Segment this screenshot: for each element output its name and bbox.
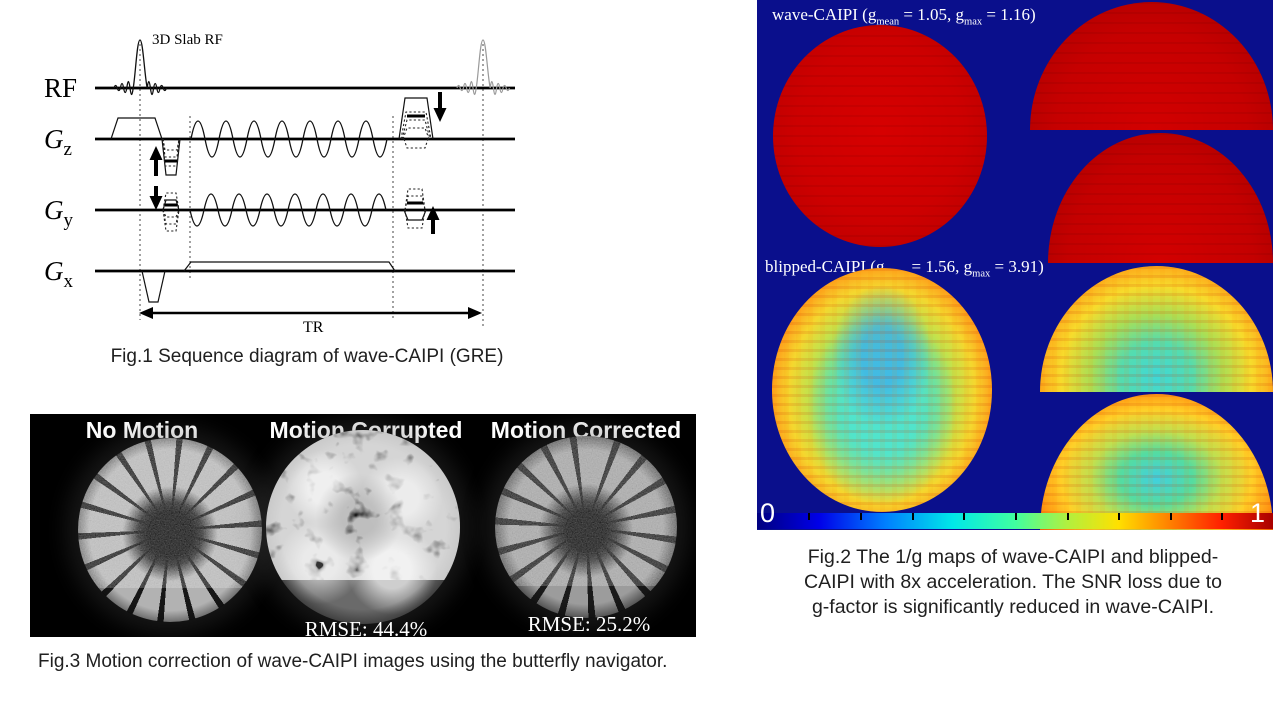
- wave-caipi-sagittal-gmap-1: [1030, 2, 1273, 130]
- gz-slab-select-and-rephaser: [110, 117, 181, 176]
- colorbar-min-label: 0: [760, 498, 776, 528]
- axis-label-gy: Gy: [44, 195, 74, 231]
- colorbar-tick: [1170, 513, 1172, 520]
- fig2-caption: Fig.2 The 1/g maps of wave-CAIPI and bli…: [765, 545, 1261, 620]
- colorbar-tick: [1015, 513, 1017, 520]
- gy-start-navigator: [162, 192, 180, 232]
- wave-caipi-sagittal-gmap-2: [1048, 133, 1273, 263]
- gz-wave-gradient: [190, 120, 388, 158]
- axis-baselines: [95, 86, 515, 273]
- gy-down-arrow: [149, 186, 163, 210]
- motion-corrupted-brain-image: [266, 430, 460, 624]
- sequence-diagram: RF Gz Gy Gx 3D Slab RF: [44, 32, 515, 336]
- rmse-corrected-value: RMSE: 25.2%: [527, 612, 651, 636]
- colorbar-tick: [963, 513, 965, 520]
- gy-end-navigator: [403, 188, 427, 229]
- axis-label-gx: Gx: [44, 256, 74, 292]
- wave-caipi-axial-gmap: [773, 25, 987, 247]
- colorbar-tick: [1118, 513, 1120, 520]
- gmap-panel: wave-CAIPI (gmean = 1.05, gmax = 1.16) b…: [757, 0, 1273, 530]
- fig2-caption-line2: CAIPI with 8x acceleration. The SNR loss…: [803, 571, 1222, 593]
- blipped-caipi-sagittal-gmap-2: [1040, 394, 1273, 530]
- motion-corrected-brain-image: [495, 436, 677, 618]
- blipped-caipi-sagittal-gmap-1: [1040, 266, 1273, 392]
- motion-correction-panel: No Motion Motion Corrupted Motion Correc…: [30, 414, 696, 637]
- tr-label: TR: [303, 319, 324, 336]
- colorbar-tick: [1067, 513, 1069, 520]
- fig1-caption: Fig.1 Sequence diagram of wave-CAIPI (GR…: [110, 346, 504, 367]
- blipped-caipi-axial-gmap: [772, 268, 992, 512]
- rf-sinc-pulse: [113, 39, 168, 96]
- gy-wave-gradient: [189, 193, 387, 227]
- noise-texture: [266, 430, 460, 580]
- gz-end-navigator: [398, 97, 434, 149]
- colorbar-tick: [808, 513, 810, 520]
- axis-label-gz: Gz: [44, 124, 72, 160]
- slab-rf-annotation: 3D Slab RF: [152, 32, 223, 48]
- gy-up-arrow: [426, 206, 440, 234]
- gz-down-arrow: [433, 92, 447, 122]
- no-motion-brain-image: [78, 438, 262, 622]
- noise-texture: [495, 436, 677, 586]
- fig2-caption-line3: g-factor is significantly reduced in wav…: [811, 596, 1215, 618]
- fig3-caption: Fig.3 Motion correction of wave-CAIPI im…: [38, 651, 668, 672]
- rf-sinc-pulse-next-tr: [456, 39, 510, 96]
- colorbar: [757, 513, 1273, 529]
- gx-prewinder: [141, 270, 166, 303]
- gz-up-arrow: [149, 146, 163, 176]
- colorbar-tick: [912, 513, 914, 520]
- rmse-corrupted-value: RMSE: 44.4%: [304, 617, 428, 637]
- noise-texture: [78, 438, 262, 588]
- fig2-caption-line1: Fig.2 The 1/g maps of wave-CAIPI and bli…: [807, 546, 1219, 568]
- wave-caipi-gmap-label: wave-CAIPI (gmean = 1.05, gmax = 1.16): [772, 5, 1036, 28]
- colorbar-max-label: 1: [1250, 498, 1266, 528]
- axis-label-rf: RF: [44, 73, 77, 103]
- colorbar-tick: [860, 513, 862, 520]
- gx-readout-gradient: [183, 261, 396, 272]
- tr-span-arrow: [139, 307, 482, 319]
- timing-dashed-lines: [139, 44, 484, 326]
- colorbar-tick: [1221, 513, 1223, 520]
